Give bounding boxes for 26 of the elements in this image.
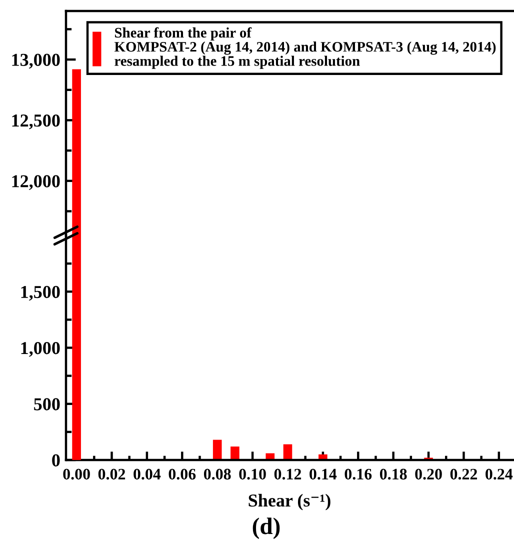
bar: [230, 446, 240, 460]
y-tick-label: 13,000: [12, 54, 60, 69]
y-tick-label: 12,000: [12, 175, 60, 190]
x-tick-label: 0.08: [204, 468, 231, 480]
x-tick-label: 0.02: [98, 468, 126, 480]
x-tick-label: 0.22: [450, 468, 478, 480]
x-tick-label: 0.00: [63, 468, 90, 480]
y-tick-label: 1,000: [21, 342, 60, 357]
x-tick-label: 0.20: [415, 468, 442, 480]
x-tick-label: 0.10: [239, 468, 266, 480]
bar: [212, 440, 222, 460]
x-tick-label: 0.14: [310, 468, 337, 480]
y-tick-label: 0: [52, 454, 60, 466]
x-tick-label: 0.06: [168, 468, 196, 480]
y-tick-label: 500: [34, 398, 60, 410]
x-tick-label: 0.12: [274, 468, 302, 480]
x-tick-label: 0.24: [486, 468, 513, 480]
x-axis-title: Shear (s⁻¹): [248, 494, 330, 510]
x-tick-label: 0.04: [134, 468, 161, 480]
legend-label: Shear from the pair of KOMPSAT-2 (Aug 14, 2014) and KOMPSAT-3 (Aug 14, 2014) resampled to the 15 m spatial resolution: [114, 27, 496, 69]
x-tick-label: 0.18: [380, 468, 407, 480]
x-tick-label: 0.16: [344, 468, 372, 480]
text: (d): [252, 518, 280, 539]
y-tick-label: 1,500: [21, 286, 60, 301]
bar: [283, 444, 292, 460]
y-tick-label: 12,500: [12, 114, 60, 130]
